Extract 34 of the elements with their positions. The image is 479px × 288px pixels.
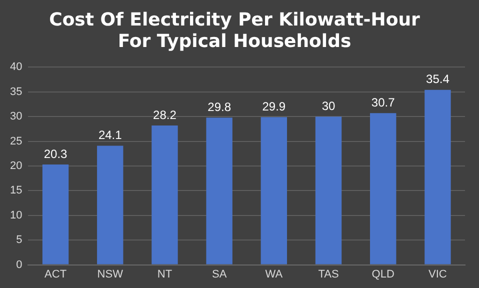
data-label: 28.2 (153, 108, 177, 122)
data-label: 30 (322, 98, 336, 113)
x-tick-label: QLD (372, 268, 394, 280)
x-tick-label: NSW (97, 268, 124, 280)
bar (260, 117, 288, 264)
y-tick-label: 5 (16, 234, 22, 246)
x-tick-label: VIC (428, 268, 447, 280)
y-tick-label: 15 (10, 184, 22, 197)
data-label: 30.7 (371, 95, 396, 110)
y-tick-label: 40 (10, 61, 22, 74)
x-tick-label: WA (265, 268, 284, 280)
data-label: 29.9 (262, 99, 286, 114)
bar (424, 90, 451, 264)
y-tick-label: 25 (10, 135, 22, 148)
y-tick-label: 0 (16, 258, 22, 271)
bar (97, 146, 124, 264)
y-tick-label: 35 (10, 86, 22, 98)
data-label: 35.4 (426, 72, 450, 86)
data-label: 24.1 (98, 128, 122, 142)
bar (315, 116, 342, 264)
x-tick-label: NT (157, 268, 172, 280)
chart-title: Cost Of Electricity Per Kilowatt-Hour For Typical Households (49, 9, 420, 52)
y-tick-label: 20 (10, 160, 22, 172)
data-label: 20.3 (44, 146, 68, 161)
y-tick-label: 10 (10, 209, 22, 222)
data-label: 29.8 (208, 100, 232, 114)
bar (206, 118, 232, 264)
x-tick-label: SA (212, 268, 228, 280)
x-tick-label: TAS (318, 268, 339, 280)
bar (42, 164, 69, 264)
bar (370, 113, 396, 264)
y-tick-label: 30 (10, 110, 22, 123)
bar (152, 125, 178, 264)
x-tick-label: ACT (44, 268, 67, 280)
